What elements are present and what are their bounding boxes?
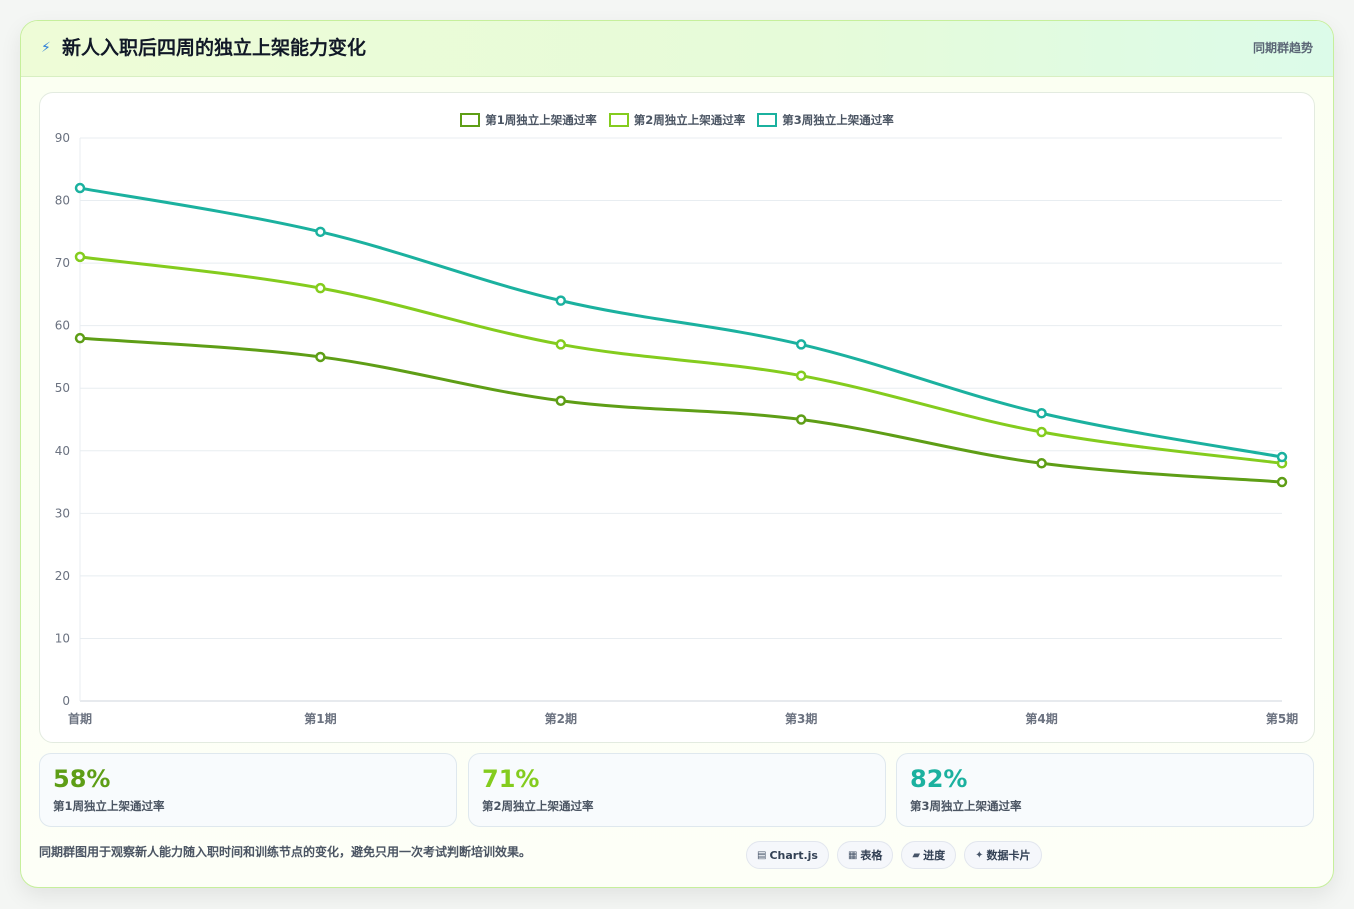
badge-label: 进度 xyxy=(923,849,946,862)
data-point xyxy=(74,251,86,263)
y-tick-label: 80 xyxy=(55,194,70,208)
chart-legend: 第1周独立上架通过率 第2周独立上架通过率 第3周独立上架通过率 xyxy=(40,112,1314,130)
data-point xyxy=(74,182,86,194)
y-tick-label: 0 xyxy=(62,694,70,708)
stat-value: 58% xyxy=(53,765,111,793)
x-tick-label: 第5期 xyxy=(1266,711,1298,726)
header-subtitle: 同期群趋势 xyxy=(1252,41,1313,55)
stat-card-week-3: 82% 第3周独立上架通过率 xyxy=(896,753,1314,827)
series-line-1 xyxy=(79,336,1283,484)
badge-data-card[interactable]: ✦ 数据卡片 xyxy=(964,841,1042,869)
y-tick-label: 50 xyxy=(55,381,70,395)
data-point xyxy=(795,370,807,381)
stat-card-week-1: 58% 第1周独立上架通过率 xyxy=(39,753,457,827)
chart-card: ⚡ 新人入职后四周的独立上架能力变化 同期群趋势 第1周独立上架通过率 第2周独… xyxy=(20,20,1334,888)
tech-badges: ▤ Chart.js ▦ 表格 ▰ 进度 ✦ 数据卡片 xyxy=(746,841,1042,871)
bolt-icon: ⚡ xyxy=(41,40,51,56)
y-tick-label: 40 xyxy=(55,444,70,458)
badge-label: 表格 xyxy=(860,849,883,862)
data-point xyxy=(795,339,807,350)
y-tick-label: 90 xyxy=(55,131,70,145)
sparkle-icon: ✦ xyxy=(975,849,984,861)
data-point xyxy=(1276,451,1288,463)
legend-item-series-1[interactable]: 第1周独立上架通过率 xyxy=(460,112,597,128)
data-point xyxy=(1276,476,1288,488)
series-line-2 xyxy=(79,255,1283,465)
card-header: ⚡ 新人入职后四周的独立上架能力变化 同期群趋势 xyxy=(21,21,1333,77)
line-chart: 0 10 20 30 40 50 60 70 80 90 首期 第1期 第2期 第3期 第4期 第5期 xyxy=(55,131,1298,726)
data-point xyxy=(1036,426,1047,438)
legend-item-series-3[interactable]: 第3周独立上架通过率 xyxy=(757,112,894,128)
stat-label: 第2周独立上架通过率 xyxy=(482,799,594,813)
data-point xyxy=(315,226,326,238)
x-tick-label: 首期 xyxy=(68,711,92,726)
y-tick-label: 70 xyxy=(55,256,70,270)
y-tick-label: 30 xyxy=(55,506,70,520)
x-tick-label: 第2期 xyxy=(545,711,577,726)
table-icon: ▦ xyxy=(847,849,858,861)
x-tick-label: 第1期 xyxy=(304,711,336,726)
progress-icon: ▰ xyxy=(912,849,921,861)
data-point xyxy=(74,332,86,344)
legend-label: 第2周独立上架通过率 xyxy=(633,113,746,127)
page-title: 新人入职后四周的独立上架能力变化 xyxy=(62,37,367,59)
chart-panel: 第1周独立上架通过率 第2周独立上架通过率 第3周独立上架通过率 0 10 20 30… xyxy=(39,92,1315,743)
legend-swatch xyxy=(460,113,481,127)
badge-progress[interactable]: ▰ 进度 xyxy=(901,841,957,869)
footer-note: 同期群图用于观察新人能力随入职时间和训练节点的变化，避免只用一次考试判断培训效果… xyxy=(39,845,532,859)
data-point xyxy=(315,351,326,363)
badge-label: Chart.js xyxy=(769,848,818,862)
data-point xyxy=(555,295,567,306)
legend-swatch xyxy=(608,113,629,127)
stat-value: 82% xyxy=(910,765,968,793)
badge-label: 数据卡片 xyxy=(986,849,1031,862)
data-point xyxy=(1036,458,1047,469)
data-point xyxy=(555,395,567,406)
y-tick-label: 60 xyxy=(55,319,70,333)
badge-chartjs[interactable]: ▤ Chart.js xyxy=(746,841,829,869)
stat-label: 第3周独立上架通过率 xyxy=(910,799,1022,813)
stat-cards: 58% 第1周独立上架通过率 71% 第2周独立上架通过率 82% 第3周独立上… xyxy=(39,753,1315,828)
stat-card-week-2: 71% 第2周独立上架通过率 xyxy=(468,753,886,827)
series-line-3 xyxy=(79,186,1283,459)
data-point xyxy=(795,414,807,425)
stat-label: 第1周独立上架通过率 xyxy=(53,799,165,813)
x-tick-label: 第4期 xyxy=(1025,711,1057,726)
data-point xyxy=(315,282,326,294)
data-point xyxy=(1036,407,1047,419)
chart-icon: ▤ xyxy=(757,849,767,861)
badge-table[interactable]: ▦ 表格 xyxy=(836,841,894,869)
legend-label: 第1周独立上架通过率 xyxy=(485,113,597,127)
data-point xyxy=(555,339,567,350)
x-tick-label: 第3期 xyxy=(785,711,817,726)
y-tick-label: 10 xyxy=(55,631,70,645)
y-tick-label: 20 xyxy=(55,569,70,583)
legend-item-series-2[interactable]: 第2周独立上架通过率 xyxy=(608,112,746,128)
stat-value: 71% xyxy=(482,765,540,793)
legend-label: 第3周独立上架通过率 xyxy=(782,113,894,127)
legend-swatch xyxy=(757,113,778,127)
